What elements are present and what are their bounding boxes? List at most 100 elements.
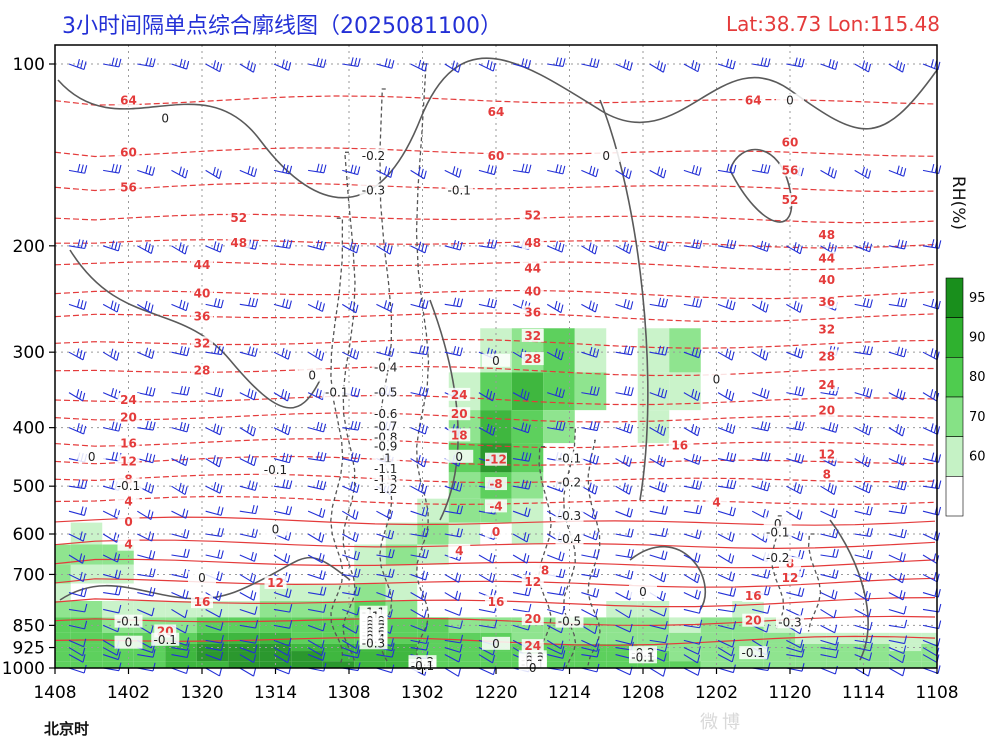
omega-label: 0 xyxy=(492,354,500,368)
wind-barb xyxy=(342,452,361,463)
temperature-label-bg xyxy=(448,387,471,401)
wind-barb xyxy=(649,550,668,561)
omega-label: -0.2 xyxy=(362,149,385,163)
wind-barb xyxy=(205,60,223,73)
temperature-label-bg xyxy=(668,438,691,452)
temperature-label: 60 xyxy=(120,145,137,159)
wind-barb xyxy=(239,165,258,178)
wind-barb xyxy=(717,452,737,463)
rh-cell xyxy=(385,643,418,652)
wind-barb xyxy=(547,646,565,655)
wind-barb xyxy=(683,572,701,584)
wind-barb xyxy=(171,482,188,496)
omega-label: 0 xyxy=(492,637,500,651)
wind-barb xyxy=(752,57,771,68)
temperature-label: 52 xyxy=(230,211,247,225)
wind-barb xyxy=(547,551,565,562)
temperature-label-bg xyxy=(117,514,140,528)
rh-cell xyxy=(574,328,607,373)
omega-label: -0.3 xyxy=(558,509,581,523)
wind-barb xyxy=(273,505,293,516)
wind-barb xyxy=(581,453,599,465)
wind-barb xyxy=(888,60,906,73)
wind-barb xyxy=(922,423,941,435)
temperature-label: 40 xyxy=(194,287,211,301)
wind-barb xyxy=(171,529,190,539)
wind-barb xyxy=(683,479,703,490)
temperature-label-bg xyxy=(815,322,838,336)
temperature-label: 4 xyxy=(124,538,132,552)
rh-cell xyxy=(259,651,292,662)
omega-label: -0.9 xyxy=(374,440,397,454)
wind-barb xyxy=(649,481,668,493)
wind-barb xyxy=(137,241,154,254)
wind-barb xyxy=(239,551,258,562)
wind-barb xyxy=(205,455,222,468)
wind-barb xyxy=(786,420,805,431)
temperature-label: 0 xyxy=(492,525,500,539)
wind-barb xyxy=(888,480,907,491)
temperature-label-bg xyxy=(815,251,838,265)
wind-barb xyxy=(649,608,667,617)
rh-cell xyxy=(921,651,937,662)
temperature-label: 64 xyxy=(120,94,137,108)
temperature-label: 20 xyxy=(745,614,762,628)
wind-barb xyxy=(342,550,361,561)
wind-barb xyxy=(478,654,496,664)
wind-barb xyxy=(854,667,871,677)
temperature-label: 24 xyxy=(524,639,541,653)
wind-barb xyxy=(68,654,86,663)
wind-barb xyxy=(376,529,395,540)
rh-cell xyxy=(196,632,229,644)
omega-label: -0.1 xyxy=(766,526,789,540)
omega-label-bg xyxy=(482,353,510,367)
wind-barb xyxy=(786,300,803,313)
wind-barb xyxy=(342,639,359,649)
wind-barb xyxy=(683,636,702,645)
omega-label: -0.4 xyxy=(558,532,581,546)
wind-barb xyxy=(410,506,429,517)
rh-cell xyxy=(637,601,670,618)
wind-barb xyxy=(444,505,464,515)
wind-barb xyxy=(308,604,327,613)
wind-barb xyxy=(581,242,598,255)
omega-contour xyxy=(587,439,601,666)
wind-barb xyxy=(888,590,906,601)
temperature-label-bg xyxy=(117,494,140,508)
omega-label: -0.2 xyxy=(766,551,789,565)
temperature-label: 16 xyxy=(671,438,688,452)
wind-barb xyxy=(239,606,258,616)
wind-barb xyxy=(683,388,701,402)
wind-barb xyxy=(171,589,189,600)
omega-label-bg xyxy=(763,525,792,539)
wind-barb xyxy=(444,166,462,178)
watermark: 微博 xyxy=(700,712,744,733)
wind-barb xyxy=(581,57,600,69)
wind-barb xyxy=(239,590,257,601)
wind-barb xyxy=(137,420,156,431)
rh-cell xyxy=(228,651,260,662)
rh-cell xyxy=(133,632,166,644)
wind-barb xyxy=(171,242,188,255)
wind-barb xyxy=(888,667,906,677)
wind-barb xyxy=(854,297,873,309)
wind-barb xyxy=(239,60,257,73)
rh-cell xyxy=(385,601,418,618)
omega-label-bg xyxy=(592,148,621,162)
wind-barb xyxy=(615,166,632,180)
temperature-label-bg xyxy=(521,574,544,588)
rh-cell xyxy=(102,601,134,618)
wind-barb xyxy=(854,642,873,652)
omega-label-bg xyxy=(555,532,584,546)
wind-barb xyxy=(615,299,634,310)
temperature-label-bg xyxy=(117,454,140,468)
wind-barb xyxy=(786,386,805,397)
wind-barb xyxy=(786,509,803,520)
omega-zero-contour xyxy=(57,57,938,199)
omega-label-bg xyxy=(739,646,768,660)
wind-barb xyxy=(410,549,429,559)
wind-barb xyxy=(649,572,667,583)
wind-barb xyxy=(273,239,293,249)
wind-barb xyxy=(307,570,326,580)
wind-barb xyxy=(410,635,429,645)
